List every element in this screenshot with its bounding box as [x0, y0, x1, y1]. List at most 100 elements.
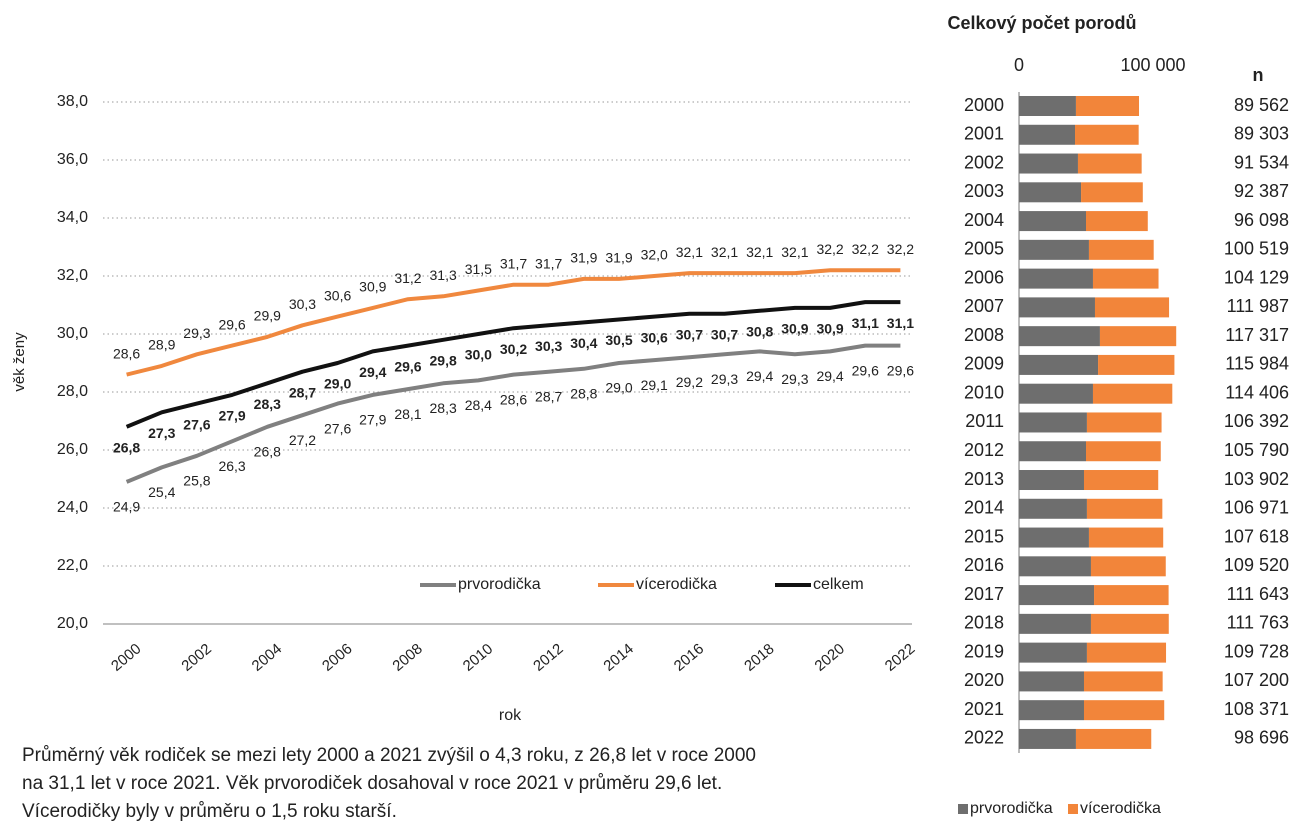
bar-segment: [1083, 470, 1159, 491]
y-tick-label: 2010: [964, 382, 1004, 402]
data-label: 29,9: [254, 308, 281, 324]
x-tick-label: 2000: [108, 640, 144, 674]
data-label: 27,9: [218, 408, 245, 424]
data-label: 32,1: [746, 244, 773, 260]
bar-chart-title: Celkový počet porodů: [947, 13, 1136, 33]
bar-segment: [1090, 613, 1169, 634]
data-label: 31,9: [605, 250, 632, 266]
data-label: 29,4: [816, 368, 843, 384]
total-label: 106 971: [1224, 498, 1289, 518]
y-tick-label: 32,0: [57, 267, 88, 284]
x-tick-label: 2014: [600, 640, 636, 674]
bar-segment: [1077, 153, 1142, 174]
data-label: 28,6: [113, 345, 140, 361]
x-tick-label: 2006: [319, 640, 355, 674]
y-tick-label: 2012: [964, 440, 1004, 460]
bar-segment: [1086, 498, 1163, 519]
bar-segment: [1098, 354, 1175, 375]
data-label: 24,9: [113, 499, 140, 515]
data-label: 28,9: [148, 337, 175, 353]
data-label: 28,4: [465, 397, 492, 413]
y-tick-label: 20,0: [57, 615, 88, 632]
bar-segment: [1019, 297, 1095, 318]
x-tick-label: 2004: [249, 640, 285, 674]
total-label: 89 562: [1234, 95, 1289, 115]
y-tick-label: 2003: [964, 181, 1004, 201]
total-label: 107 200: [1224, 670, 1289, 690]
y-tick-label: 2019: [964, 641, 1004, 661]
data-label: 31,3: [430, 267, 457, 283]
bar-segment: [1075, 96, 1140, 116]
bar-segment: [1019, 585, 1095, 606]
y-tick-label: 30,0: [57, 325, 88, 342]
y-tick-label: 2006: [964, 267, 1004, 287]
bar-segment: [1019, 470, 1084, 491]
bar-segment: [1075, 124, 1139, 145]
data-label: 26,3: [218, 458, 245, 474]
bar-segment: [1019, 728, 1076, 749]
y-tick-label: 28,0: [57, 383, 88, 400]
bar-segment: [1099, 326, 1177, 347]
data-label: 28,3: [430, 400, 457, 416]
total-label: 111 643: [1227, 584, 1289, 604]
x-tick-label: 2008: [389, 640, 425, 674]
x-tick-label: 0: [1014, 55, 1024, 75]
bar-segment: [1086, 412, 1162, 433]
bar-segment: [1019, 671, 1084, 692]
bar-segment: [1019, 642, 1087, 663]
bar-segment: [1092, 268, 1159, 289]
data-label: 28,1: [394, 406, 421, 422]
data-label: 30,6: [324, 287, 351, 303]
y-tick-label: 2022: [964, 728, 1004, 748]
total-label: 96 098: [1234, 210, 1289, 230]
legend-swatch: [1068, 804, 1078, 814]
data-label: 30,7: [711, 326, 738, 342]
data-label: 31,5: [465, 261, 492, 277]
series-line: [125, 300, 901, 429]
data-label: 29,6: [852, 362, 879, 378]
total-label: 103 902: [1224, 469, 1289, 489]
bar-segment: [1019, 124, 1076, 145]
data-label: 29,2: [676, 374, 703, 390]
bar-segment: [1086, 441, 1161, 462]
y-tick-label: 2016: [964, 555, 1004, 575]
y-tick-label: 2001: [964, 124, 1004, 144]
data-label: 28,6: [500, 391, 527, 407]
x-tick-label: 100 000: [1120, 55, 1185, 75]
total-label: 108 371: [1224, 699, 1289, 719]
data-label: 27,6: [183, 416, 210, 432]
x-tick-label: 2010: [460, 640, 496, 674]
bar-segment: [1019, 441, 1086, 462]
bar-segment: [1019, 498, 1087, 519]
data-label: 29,3: [781, 371, 808, 387]
data-label: 27,9: [359, 412, 386, 428]
total-label: 104 129: [1224, 267, 1289, 287]
bar-segment: [1019, 239, 1089, 260]
y-tick-label: 22,0: [57, 557, 88, 574]
y-tick-label: 2021: [964, 699, 1004, 719]
legend-label: prvorodička: [970, 800, 1053, 817]
total-label: 98 696: [1234, 728, 1289, 748]
total-label: 107 618: [1224, 526, 1289, 546]
data-label: 28,7: [535, 388, 562, 404]
y-tick-label: 2013: [964, 469, 1004, 489]
y-tick-label: 2015: [964, 526, 1004, 546]
data-label: 27,6: [324, 420, 351, 436]
data-label: 32,1: [781, 244, 808, 260]
x-tick-label: 2020: [811, 640, 847, 674]
x-tick-label: 2002: [178, 640, 214, 674]
data-label: 30,5: [605, 332, 632, 348]
data-label: 31,1: [887, 315, 914, 331]
bar-segment: [1083, 671, 1163, 692]
y-tick-label: 26,0: [57, 441, 88, 458]
y-tick-label: 2017: [964, 584, 1004, 604]
total-label: 100 519: [1224, 239, 1289, 259]
total-label: 91 534: [1234, 152, 1289, 172]
data-label: 32,0: [641, 247, 668, 263]
x-tick-label: 2022: [882, 640, 918, 674]
y-tick-label: 2002: [964, 152, 1004, 172]
data-label: 29,6: [218, 316, 245, 332]
bar-segment: [1019, 268, 1093, 289]
bar-segment: [1019, 700, 1084, 721]
